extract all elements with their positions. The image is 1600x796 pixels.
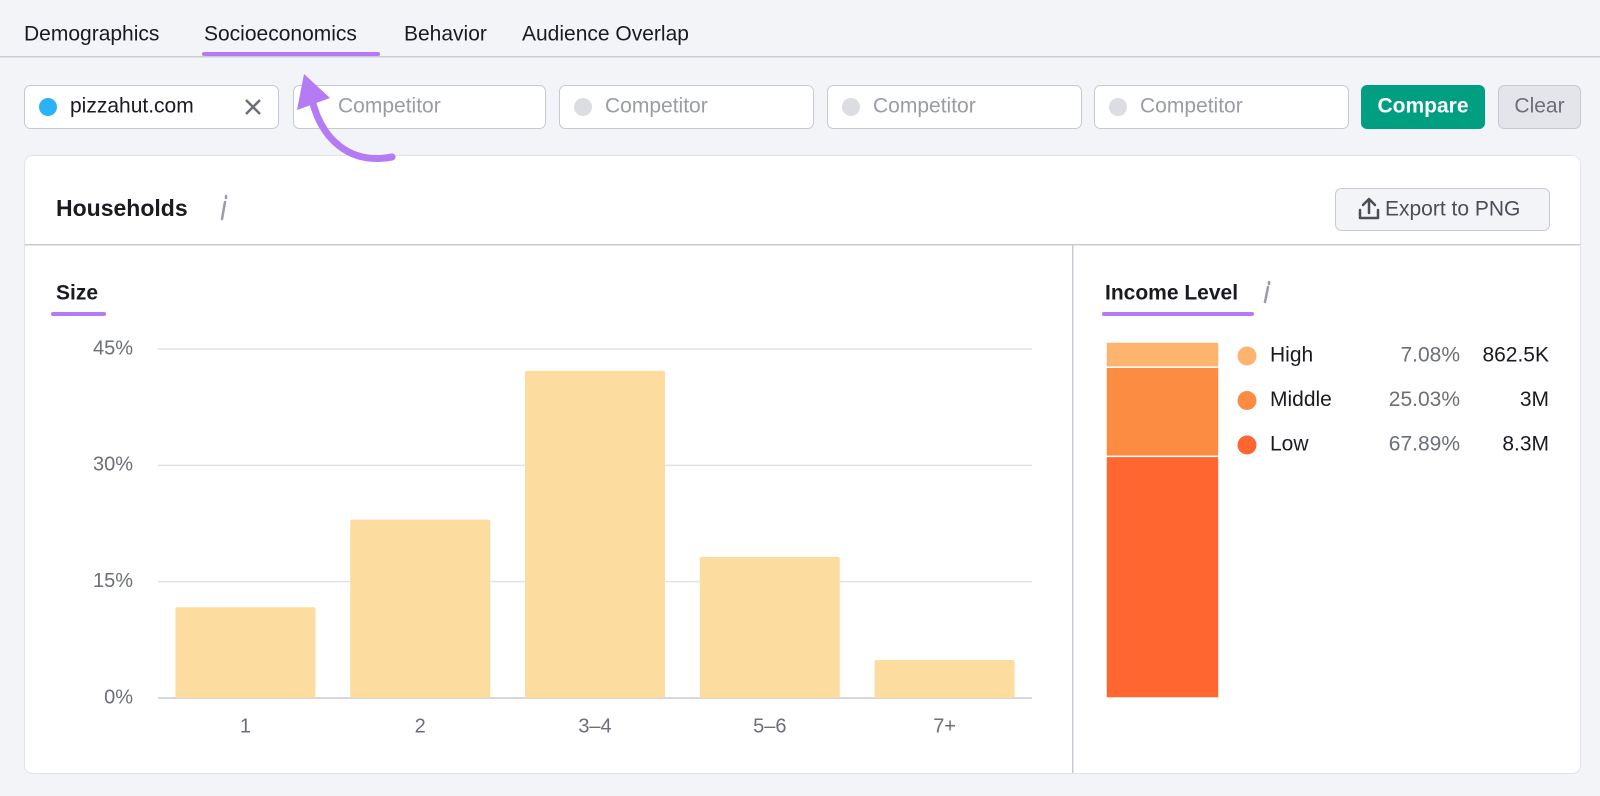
bar	[350, 519, 491, 698]
tab-active[interactable]: Socioeconomics	[204, 23, 357, 46]
y-tick-label: 30%	[93, 454, 133, 476]
x-tick-label: 5–6	[753, 715, 786, 737]
panel-divider	[25, 244, 1580, 246]
competitor-dot	[1109, 98, 1127, 116]
bar	[175, 607, 316, 698]
chart-title: Size	[56, 282, 98, 305]
input-box[interactable]	[559, 85, 814, 129]
legend-count: 862.5K	[1482, 344, 1549, 367]
input-placeholder: Competitor	[873, 95, 976, 118]
input-placeholder: Competitor	[1140, 95, 1243, 118]
legend-dot	[1237, 391, 1257, 410]
stack-segment	[1105, 341, 1220, 368]
input-box	[24, 85, 279, 129]
legend-percent: 7.08%	[1400, 344, 1460, 367]
legend-label: Low	[1270, 433, 1309, 456]
legend-count: 8.3M	[1502, 433, 1549, 456]
info-icon[interactable]	[220, 194, 228, 221]
input-placeholder: Competitor	[605, 95, 708, 118]
annotation-arrowhead	[297, 74, 330, 110]
legend-count: 3M	[1520, 388, 1549, 411]
legend-percent: 67.89%	[1389, 433, 1460, 456]
legend-dot	[1237, 346, 1257, 366]
legend-label: High	[1270, 344, 1313, 367]
input-box[interactable]	[293, 85, 546, 129]
y-tick-label: 45%	[93, 337, 133, 359]
info-icon[interactable]	[1263, 280, 1271, 304]
bar	[699, 556, 840, 698]
stack-segment	[1105, 455, 1220, 699]
chart-title: Income Level	[1105, 282, 1238, 305]
legend-dot	[1237, 435, 1257, 455]
clear-icon[interactable]	[245, 99, 261, 115]
export-icon	[1358, 197, 1380, 220]
compare-label: Compare	[1377, 95, 1468, 118]
bar	[525, 370, 665, 698]
chart-title-underline	[51, 312, 106, 316]
chart-title-underline	[1102, 312, 1254, 316]
input-box[interactable]	[1094, 85, 1349, 129]
competitor-dot	[574, 98, 592, 116]
annotation-arrow	[308, 96, 396, 162]
y-tick-label: 15%	[93, 570, 133, 592]
compare-button[interactable]	[1361, 85, 1485, 129]
tab[interactable]: Behavior	[404, 23, 487, 46]
export-button[interactable]	[1335, 188, 1550, 231]
stack-segment	[1105, 366, 1220, 458]
domain-text: pizzahut.com	[70, 95, 194, 118]
bar	[874, 659, 1015, 698]
tab-border	[0, 56, 1600, 58]
competitor-dot	[842, 98, 860, 116]
input-placeholder: Competitor	[338, 95, 441, 118]
y-tick-label: 0%	[104, 686, 133, 708]
x-tick-label: 3–4	[578, 715, 611, 737]
legend-percent: 25.03%	[1389, 388, 1460, 411]
panel-divider-vertical	[1072, 245, 1074, 773]
tab[interactable]: Audience Overlap	[522, 23, 689, 46]
domain-dot	[39, 98, 57, 116]
clear-button[interactable]	[1498, 85, 1581, 129]
x-tick-label: 7+	[933, 715, 956, 737]
export-label: Export to PNG	[1385, 198, 1520, 221]
clear-label: Clear	[1514, 95, 1564, 118]
tab[interactable]: Demographics	[24, 23, 159, 46]
tab-underline	[202, 52, 380, 56]
input-box[interactable]	[827, 85, 1082, 129]
panel-title: Households	[56, 195, 188, 221]
x-tick-label: 2	[415, 715, 426, 737]
legend-label: Middle	[1270, 388, 1332, 411]
domain-input[interactable]: pizzahut.com	[24, 85, 279, 129]
x-tick-label: 1	[240, 715, 251, 737]
